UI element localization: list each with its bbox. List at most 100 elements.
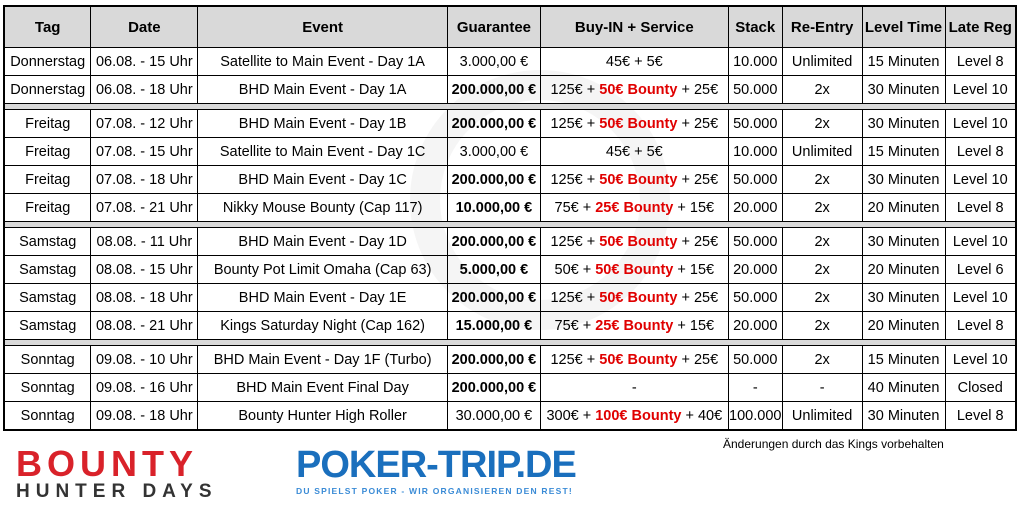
date-cell: 06.08. - 18 Uhr bbox=[90, 75, 199, 104]
guarantee-cell: 200.000,00 € bbox=[446, 165, 541, 194]
table-row: Sonntag 09.08. - 16 Uhr BHD Main Event Fin… bbox=[3, 373, 1017, 402]
bounty-amount: 100€ Bounty bbox=[595, 407, 682, 424]
guarantee-cell: 10.000,00 € bbox=[446, 193, 541, 222]
level-time-cell: 15 Minuten bbox=[861, 47, 946, 76]
column-header: Stack bbox=[727, 5, 783, 48]
buyin-cell: 125€ + 50€ Bounty + 25€ bbox=[539, 227, 729, 256]
table-row: Freitag 07.08. - 12 Uhr BHD Main Event - D… bbox=[3, 109, 1017, 138]
service-amount: + 25€ bbox=[677, 115, 719, 132]
service-amount: + 15€ bbox=[673, 199, 715, 216]
buyin-amount: 75€ + bbox=[554, 317, 596, 334]
level-time-cell: 15 Minuten bbox=[861, 137, 946, 166]
header-row: Tag Date Event Guarantee Buy-IN + Service Sta… bbox=[3, 5, 1017, 48]
buyin-cell: 125€ + 50€ Bounty + 25€ bbox=[539, 75, 729, 104]
date-cell: 08.08. - 11 Uhr bbox=[90, 227, 199, 256]
bounty-amount: 50€ Bounty bbox=[599, 351, 678, 368]
table-row: Samstag 08.08. - 11 Uhr BHD Main Event - D… bbox=[3, 227, 1017, 256]
service-amount: + 25€ bbox=[677, 289, 719, 306]
day-cell: Sonntag bbox=[3, 345, 92, 374]
table-row: Samstag 08.08. - 15 Uhr Bounty Pot Limit O… bbox=[3, 255, 1017, 284]
stack-cell: 10.000 bbox=[727, 47, 783, 76]
table-row: Samstag 08.08. - 21 Uhr Kings Saturday Nig… bbox=[3, 311, 1017, 340]
bounty-amount: 25€ Bounty bbox=[595, 199, 674, 216]
buyin-amount: 45€ + 5€ bbox=[605, 143, 663, 160]
reentry-cell: 2x bbox=[781, 109, 863, 138]
level-time-cell: 30 Minuten bbox=[861, 227, 946, 256]
column-header: Level Time bbox=[861, 5, 946, 48]
reentry-cell: - bbox=[781, 373, 863, 402]
day-cell: Samstag bbox=[3, 283, 92, 312]
buyin-cell: 125€ + 50€ Bounty + 25€ bbox=[539, 165, 729, 194]
date-cell: 07.08. - 12 Uhr bbox=[90, 109, 199, 138]
buyin-amount: 125€ + bbox=[550, 289, 600, 306]
stack-cell: 100.000 bbox=[727, 401, 783, 431]
column-header: Late Reg bbox=[944, 5, 1017, 48]
buyin-amount: 125€ + bbox=[550, 233, 600, 250]
reentry-cell: 2x bbox=[781, 311, 863, 340]
buyin-cell: 300€ + 100€ Bounty + 40€ bbox=[539, 401, 729, 431]
poker-trip-logo: POKER-TRIP.DE DU SPIELST POKER - WIR ORG… bbox=[296, 444, 577, 496]
date-cell: 07.08. - 15 Uhr bbox=[90, 137, 199, 166]
table-row: Donnerstag 06.08. - 15 Uhr Satellite to Ma… bbox=[3, 47, 1017, 76]
buyin-cell: 75€ + 25€ Bounty + 15€ bbox=[539, 311, 729, 340]
late-reg-cell: Closed bbox=[944, 373, 1017, 402]
level-time-cell: 30 Minuten bbox=[861, 75, 946, 104]
stack-cell: 50.000 bbox=[727, 345, 783, 374]
reentry-cell: 2x bbox=[781, 283, 863, 312]
event-cell: BHD Main Event - Day 1B bbox=[197, 109, 448, 138]
schedule-table: Tag Date Event Guarantee Buy-IN + Service Sta… bbox=[3, 5, 1017, 431]
level-time-cell: 20 Minuten bbox=[861, 193, 946, 222]
logo-subtext: HUNTER DAYS bbox=[16, 481, 218, 502]
buyin-cell: 125€ + 50€ Bounty + 25€ bbox=[539, 345, 729, 374]
service-amount: + 15€ bbox=[673, 317, 715, 334]
event-cell: BHD Main Event - Day 1E bbox=[197, 283, 448, 312]
event-cell: Bounty Hunter High Roller bbox=[197, 401, 448, 431]
column-header: Event bbox=[197, 5, 448, 48]
stack-cell: 50.000 bbox=[727, 109, 783, 138]
guarantee-cell: 200.000,00 € bbox=[446, 109, 541, 138]
late-reg-cell: Level 10 bbox=[944, 345, 1017, 374]
logo-tagline: DU SPIELST POKER - WIR ORGANISIEREN DEN … bbox=[296, 486, 573, 496]
guarantee-cell: 30.000,00 € bbox=[446, 401, 541, 431]
level-time-cell: 20 Minuten bbox=[861, 311, 946, 340]
date-cell: 06.08. - 15 Uhr bbox=[90, 47, 199, 76]
guarantee-cell: 5.000,00 € bbox=[446, 255, 541, 284]
day-cell: Donnerstag bbox=[3, 75, 92, 104]
buyin-amount: 45€ + 5€ bbox=[605, 53, 663, 70]
late-reg-cell: Level 8 bbox=[944, 311, 1017, 340]
bounty-hunter-days-logo: BOUNTY HUNTER DAYS bbox=[16, 446, 218, 502]
late-reg-cell: Level 10 bbox=[944, 165, 1017, 194]
level-time-cell: 20 Minuten bbox=[861, 255, 946, 284]
buyin-amount: 300€ + bbox=[546, 407, 596, 424]
guarantee-cell: 15.000,00 € bbox=[446, 311, 541, 340]
service-amount: + 25€ bbox=[677, 171, 719, 188]
stack-cell: 10.000 bbox=[727, 137, 783, 166]
date-cell: 08.08. - 18 Uhr bbox=[90, 283, 199, 312]
reentry-cell: 2x bbox=[781, 193, 863, 222]
date-cell: 08.08. - 21 Uhr bbox=[90, 311, 199, 340]
date-cell: 07.08. - 18 Uhr bbox=[90, 165, 199, 194]
service-amount: + 15€ bbox=[673, 261, 715, 278]
column-header: Re-Entry bbox=[781, 5, 863, 48]
buyin-cell: 45€ + 5€ bbox=[539, 137, 729, 166]
event-cell: BHD Main Event - Day 1F (Turbo) bbox=[197, 345, 448, 374]
event-cell: BHD Main Event Final Day bbox=[197, 373, 448, 402]
buyin-amount: 125€ + bbox=[550, 351, 600, 368]
level-time-cell: 30 Minuten bbox=[861, 401, 946, 431]
table-row: Sonntag 09.08. - 18 Uhr Bounty Hunter High… bbox=[3, 401, 1017, 431]
column-header: Buy-IN + Service bbox=[539, 5, 729, 48]
day-cell: Freitag bbox=[3, 109, 92, 138]
column-header: Tag bbox=[3, 5, 92, 48]
guarantee-cell: 200.000,00 € bbox=[446, 373, 541, 402]
event-cell: Kings Saturday Night (Cap 162) bbox=[197, 311, 448, 340]
buyin-cell: 75€ + 25€ Bounty + 15€ bbox=[539, 193, 729, 222]
event-cell: Bounty Pot Limit Omaha (Cap 63) bbox=[197, 255, 448, 284]
table-row: Samstag 08.08. - 18 Uhr BHD Main Event - D… bbox=[3, 283, 1017, 312]
stack-cell: 50.000 bbox=[727, 75, 783, 104]
table-row: Sonntag 09.08. - 10 Uhr BHD Main Event - D… bbox=[3, 345, 1017, 374]
service-amount: + 40€ bbox=[681, 407, 723, 424]
buyin-cell: 125€ + 50€ Bounty + 25€ bbox=[539, 283, 729, 312]
date-cell: 09.08. - 10 Uhr bbox=[90, 345, 199, 374]
stack-cell: - bbox=[727, 373, 783, 402]
stack-cell: 50.000 bbox=[727, 283, 783, 312]
